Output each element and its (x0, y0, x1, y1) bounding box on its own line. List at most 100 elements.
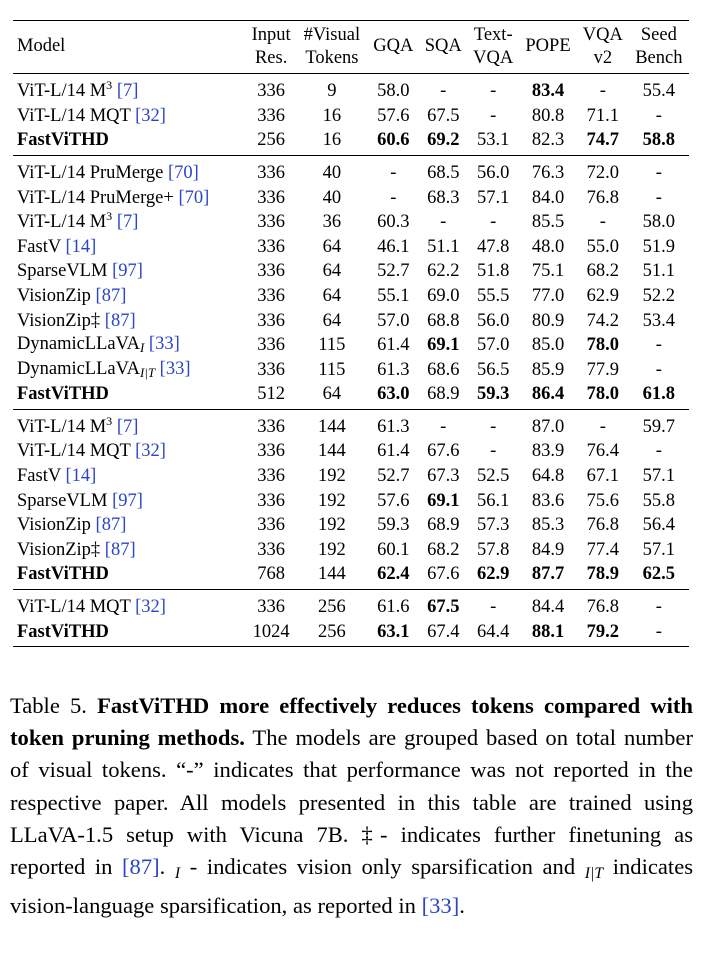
model-name-cell: ViT-L/14 MQT [32] (13, 104, 246, 129)
cell-res: 336 (257, 441, 285, 462)
cell-res: 336 (257, 261, 285, 282)
cell-sqa: 67.6 (419, 562, 468, 591)
cell-sqa: - (440, 416, 447, 437)
cell-sqa: 69.2 (419, 128, 468, 156)
row-group: ViT-L/14 M3 [7] 336 9 58.0- -83.4-55.4 ViT-L/… (13, 74, 689, 156)
column-header-text: Res. (254, 47, 288, 68)
table-row: ViT-L/14 M3 [7] 336 9 58.0 - - 83.4 - 55.4 (13, 74, 689, 104)
model-name-cell: FastViTHD (13, 382, 246, 410)
cell-textvqa: 55.5 (477, 285, 510, 306)
cell-seed: 58.0 (642, 212, 676, 233)
model-name-cell: ViT-L/14 MQT [32] (13, 439, 246, 464)
cell-vqav2: 78.0 (576, 382, 629, 410)
cell-res: 768 (245, 562, 297, 591)
cell-textvqa: 47.8 (477, 236, 510, 257)
caption-citation-link[interactable]: [87] (122, 854, 160, 880)
cell-res: 336 (257, 162, 285, 183)
table-row: ViT-L/14 MQT [32] 336 256 61.6 67.5 - 84.4 76.8… (13, 590, 689, 620)
cell-gqa: 60.1 (377, 539, 410, 560)
citation-link[interactable]: [7] (116, 416, 139, 437)
cell-gqa: 62.4 (367, 562, 420, 591)
row-group: ViT-L/14 PruMerge [70] 336 40-68.5 56.0 76.3… (13, 155, 689, 410)
cell-vqav2: 67.1 (586, 466, 620, 487)
citation-link[interactable]: [14] (65, 236, 97, 257)
cell-seed: 55.4 (642, 81, 676, 102)
cell-textvqa: 64.4 (467, 619, 520, 648)
cell-gqa: 57.0 (377, 310, 410, 331)
model-name-cell: VisionZip‡ [87] (13, 308, 246, 333)
cell-sqa: 68.9 (427, 515, 460, 536)
cell-res: 336 (257, 359, 285, 380)
citation-link[interactable]: [14] (65, 466, 97, 487)
citation-link[interactable]: [97] (112, 490, 143, 511)
cell-seed: - (655, 187, 662, 208)
citation-link[interactable]: [87] (104, 310, 136, 331)
cell-textvqa: 57.3 (477, 515, 510, 536)
citation-link[interactable]: [87] (95, 285, 127, 306)
cell-res: 336 (257, 285, 285, 306)
table-row: VisionZip [87] 336 64 55.1 69.0 55.5 77.0 62.9 5… (13, 284, 689, 309)
citation-link[interactable]: [32] (135, 441, 166, 462)
column-header-text: SQA (424, 36, 462, 57)
cell-tokens: 16 (322, 105, 342, 126)
model-name-cell: FastViTHD (13, 619, 246, 648)
citation-link[interactable]: [97] (112, 261, 143, 282)
cell-textvqa: 57.1 (477, 187, 510, 208)
citation-link[interactable]: [7] (116, 81, 139, 102)
table-row: VisionZip‡ [87] 336 192 60.1 68.2 57.8 84.9 77.… (13, 538, 689, 563)
cell-vqav2: 71.1 (586, 105, 620, 126)
citation-link[interactable]: [33] (159, 358, 191, 379)
caption-text: . (159, 854, 166, 880)
model-name: ViT-L/14 MQT (17, 105, 131, 126)
cell-textvqa: 56.0 (477, 162, 510, 183)
citation-link[interactable]: [87] (95, 515, 127, 536)
cell-gqa: 61.3 (377, 416, 410, 437)
model-name: FastV (17, 466, 61, 487)
cell-vqav2: 76.8 (586, 597, 620, 618)
cell-seed: - (628, 619, 689, 648)
cell-pope: 48.0 (531, 236, 565, 257)
cell-textvqa: 59.3 (467, 382, 520, 410)
cell-vqav2: 62.9 (586, 285, 620, 306)
cell-vqav2: 75.6 (586, 490, 620, 511)
model-name: ViT-L/14 PruMerge (17, 162, 164, 183)
citation-link[interactable]: [32] (135, 597, 166, 618)
cell-vqav2: 78.9 (576, 562, 629, 591)
cell-res: 512 (245, 382, 297, 410)
citation-link[interactable]: [70] (178, 187, 210, 208)
cell-vqav2: 72.0 (586, 162, 620, 183)
cell-vqav2: 76.8 (586, 187, 620, 208)
cell-pope: 84.4 (531, 597, 565, 618)
cell-gqa: 57.6 (377, 490, 410, 511)
cell-sqa: 68.6 (427, 359, 460, 380)
citation-link[interactable]: [70] (168, 162, 199, 183)
table-row: ViT-L/14 PruMerge [70] 336 40 - 68.5 56.0 76.3… (13, 155, 689, 185)
citation-link[interactable]: [33] (148, 334, 180, 355)
table-caption: Table 5. FastViTHD more effectively redu… (10, 690, 693, 922)
cell-textvqa: 57.8 (477, 539, 510, 560)
cell-pope: 83.6 (531, 490, 565, 511)
model-subscript: I (139, 340, 145, 356)
cell-textvqa: 57.0 (477, 335, 510, 356)
caption-subscript: I|T (584, 864, 604, 882)
cell-sqa: 67.4 (419, 619, 468, 648)
row-group: ViT-L/14 M3 [7] 336 144 61.3- -87.0-59.7 ViT-… (13, 409, 689, 591)
cell-pope: 87.7 (519, 562, 577, 591)
cell-tokens: 64 (296, 382, 368, 410)
column-header-text: v2 (593, 47, 613, 68)
cell-textvqa: 62.9 (467, 562, 520, 591)
cell-vqav2: 74.2 (586, 310, 620, 331)
cell-tokens: 64 (322, 236, 342, 257)
column-header-text: POPE (525, 36, 571, 57)
citation-link[interactable]: [87] (104, 539, 136, 560)
citation-link[interactable]: [32] (135, 105, 166, 126)
cell-sqa: - (440, 81, 447, 102)
model-name: FastV (17, 236, 61, 257)
cell-sqa: 67.3 (427, 466, 460, 487)
cell-tokens: 64 (322, 261, 342, 282)
model-name: VisionZip (17, 285, 91, 306)
caption-citation-link[interactable]: [33] (421, 893, 460, 919)
citation-link[interactable]: [7] (116, 212, 139, 233)
cell-tokens: 144 (318, 441, 346, 462)
cell-vqav2: 77.9 (586, 359, 620, 380)
